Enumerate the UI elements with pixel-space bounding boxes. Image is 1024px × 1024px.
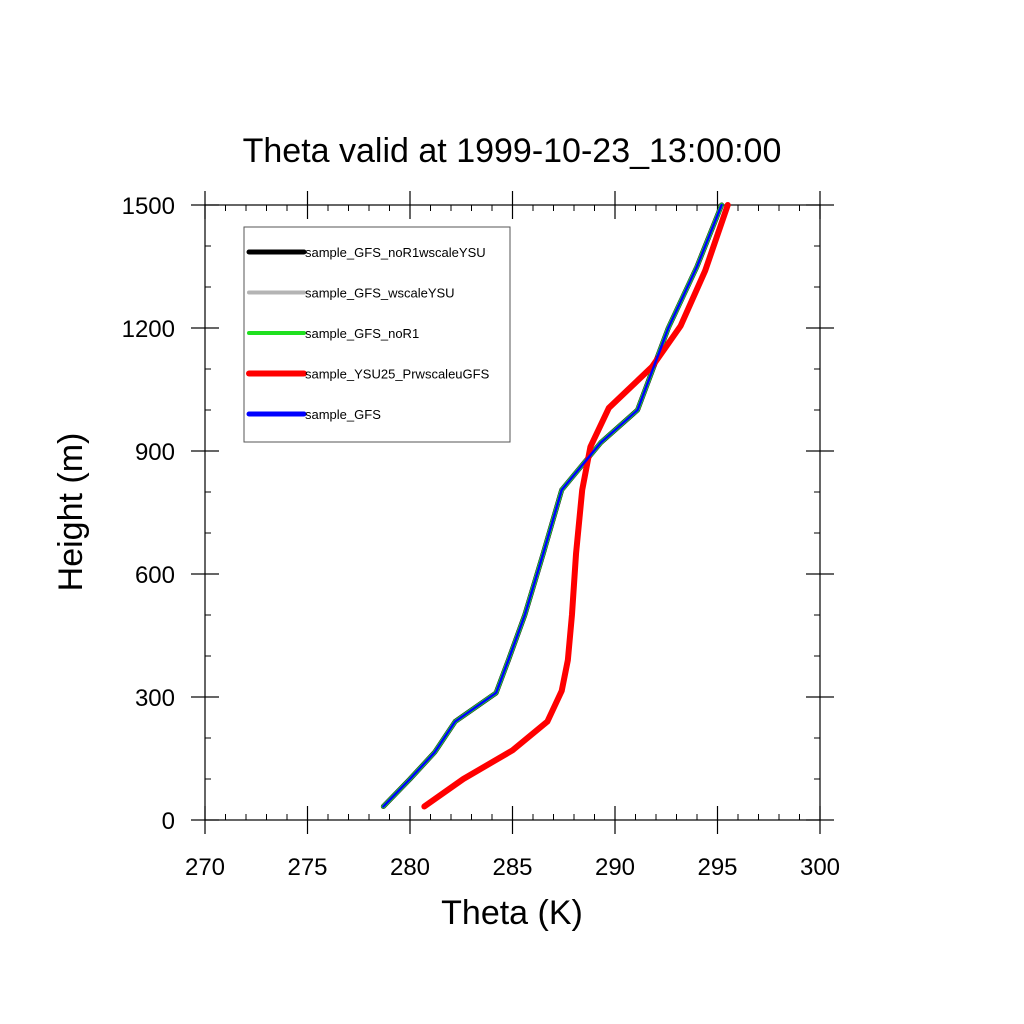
chart-title: Theta valid at 1999-10-23_13:00:00 [243,132,782,170]
y-axis-label: Height (m) [52,433,90,592]
y-tick-label: 300 [135,685,175,712]
x-tick-label: 280 [390,854,430,881]
legend-label-2: sample_GFS_wscaleYSU [305,286,455,301]
series-line-5 [382,203,723,808]
legend-label-4: sample_YSU25_PrwscaleuGFS [305,367,490,382]
x-tick-label: 270 [185,854,225,881]
y-tick-label: 900 [135,439,175,466]
legend-label-3: sample_GFS_noR1 [305,326,419,341]
x-axis-label: Theta (K) [441,894,583,932]
plot-area: 270 275 280 285 290 295 300 0 300 600 900 1200 1500 s… [122,191,840,881]
y-tick-label: 1500 [122,193,175,220]
y-tick-label: 0 [162,808,175,835]
x-tick-label: 285 [492,854,532,881]
x-tick-label: 300 [800,854,840,881]
y-tick-label: 1200 [122,316,175,343]
legend-label-5: sample_GFS [305,407,381,422]
series-line-4 [421,202,731,810]
legend-label-1: sample_GFS_noR1wscaleYSU [305,245,486,260]
x-tick-label: 290 [595,854,635,881]
x-tick-label: 275 [287,854,327,881]
y-tick-label: 600 [135,562,175,589]
x-tick-label: 295 [697,854,737,881]
